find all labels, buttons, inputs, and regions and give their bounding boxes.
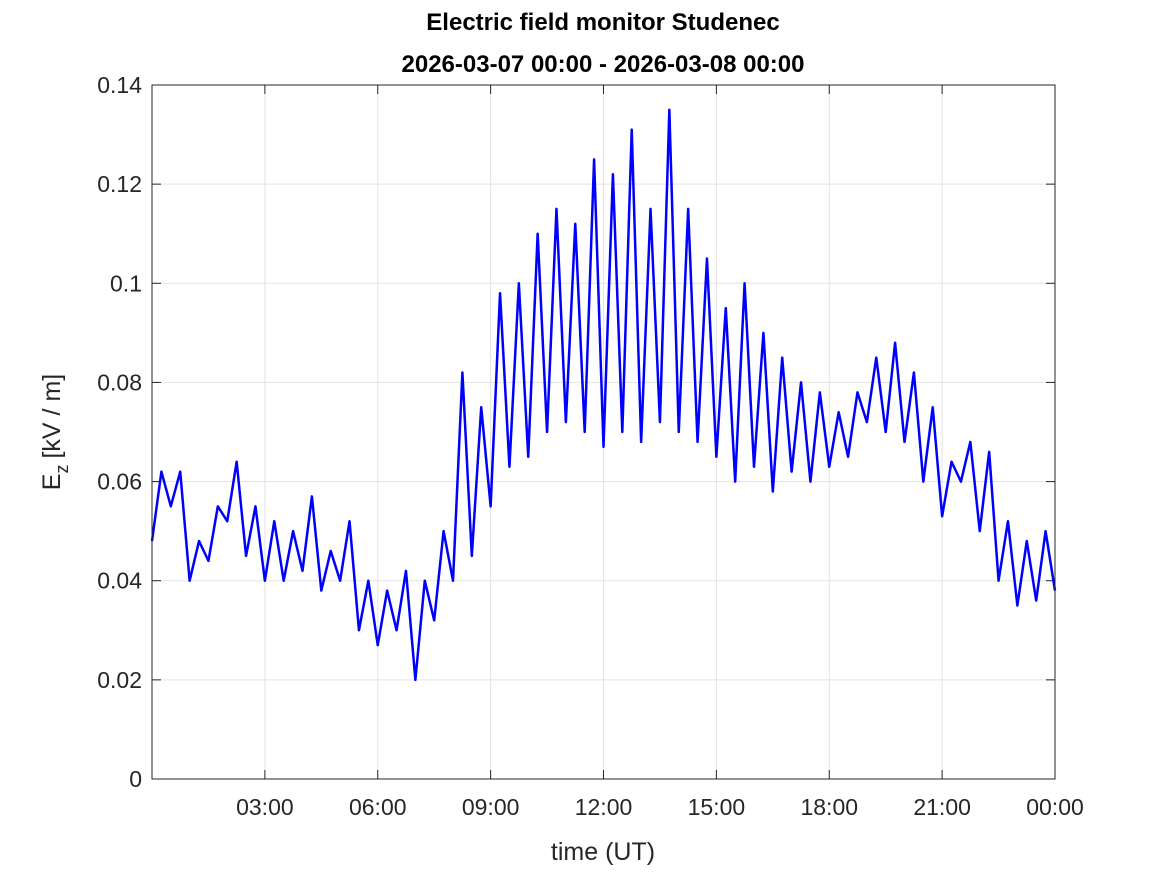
- x-tick-label: 12:00: [575, 794, 633, 820]
- y-tick-label: 0.02: [97, 667, 142, 693]
- x-tick-label: 21:00: [913, 794, 971, 820]
- y-label-symbol: E: [38, 474, 66, 491]
- chart-subtitle: 2026-03-07 00:00 - 2026-03-08 00:00: [402, 51, 805, 78]
- x-tick-label: 06:00: [349, 794, 407, 820]
- y-tick-label: 0.1: [110, 270, 142, 296]
- y-tick-label: 0.14: [97, 72, 142, 98]
- y-tick-label: 0.08: [97, 369, 142, 395]
- y-label-unit: [kV / m]: [38, 374, 66, 459]
- x-tick-label: 15:00: [688, 794, 746, 820]
- x-tick-label: 03:00: [236, 794, 294, 820]
- y-tick-label: 0: [129, 766, 142, 792]
- y-tick-label: 0.04: [97, 568, 142, 594]
- x-tick-label: 00:00: [1026, 794, 1084, 820]
- y-label-subscript: z: [52, 465, 72, 474]
- axes-box: [151, 84, 1056, 780]
- x-tick-label: 18:00: [800, 794, 858, 820]
- x-tick-label: 09:00: [462, 794, 520, 820]
- y-tick-label: 0.06: [97, 469, 142, 495]
- chart-title: Electric field monitor Studenec: [426, 9, 779, 36]
- x-axis-label: time (UT): [551, 838, 655, 866]
- y-axis-label: Ez [kV / m]: [38, 374, 72, 490]
- y-tick-label: 0.12: [97, 171, 142, 197]
- data-line: [150, 108, 1057, 682]
